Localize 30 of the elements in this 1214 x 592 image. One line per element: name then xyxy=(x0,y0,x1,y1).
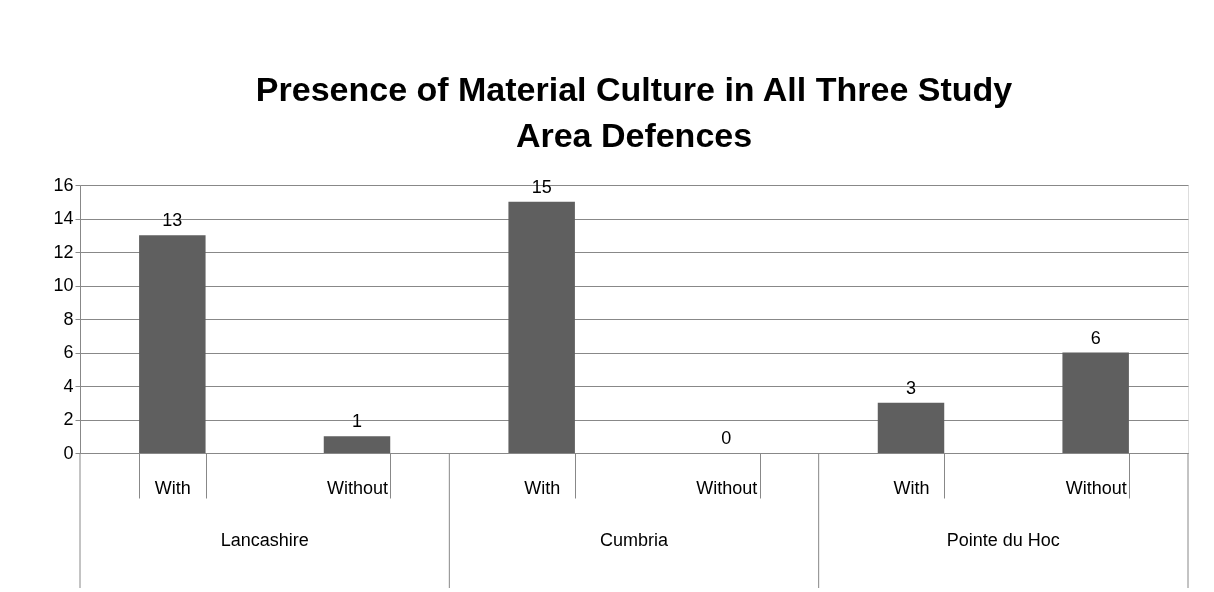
bar xyxy=(323,436,391,453)
data-label: 3 xyxy=(905,377,917,398)
bar xyxy=(139,235,206,453)
chart-title: Presence of Material Culture in All Three Study Area Defences xyxy=(255,70,1013,154)
data-label: 0 xyxy=(721,428,732,448)
x-tick-label: With xyxy=(524,477,561,498)
data-label: 13 xyxy=(162,210,183,231)
bar xyxy=(877,402,945,453)
y-tick-label: 2 xyxy=(63,409,74,429)
data-label: 1 xyxy=(351,411,363,432)
y-tick-label: 10 xyxy=(53,275,74,295)
x-tick-label: Without xyxy=(696,477,758,498)
y-tick-label: 14 xyxy=(53,208,74,228)
bar xyxy=(508,201,575,453)
y-tick-label: 0 xyxy=(63,442,74,463)
x-tick-label: With xyxy=(154,477,191,498)
data-label: 6 xyxy=(1090,327,1101,348)
x-tick-label: Without xyxy=(1065,477,1127,498)
y-tick-label: 16 xyxy=(53,174,74,195)
y-tick-label: 6 xyxy=(63,342,74,362)
y-tick-label: 12 xyxy=(53,241,74,262)
x-tick-label: With xyxy=(893,477,930,498)
y-tick-label: 8 xyxy=(63,308,74,329)
text: Lancashire xyxy=(220,530,309,550)
x-tick-label: Without xyxy=(326,477,389,498)
y-tick-label: 4 xyxy=(63,375,74,396)
bar xyxy=(1062,352,1129,453)
text: Pointe du Hoc xyxy=(946,530,1060,550)
text: Cumbria xyxy=(599,530,669,550)
data-label: 15 xyxy=(531,176,552,197)
